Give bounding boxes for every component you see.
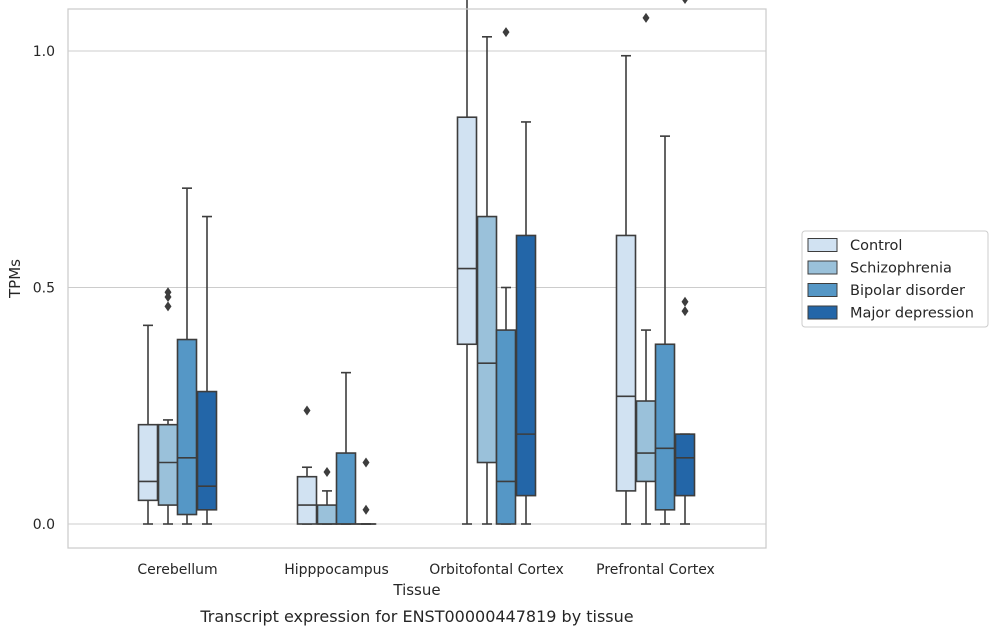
chart-caption: Transcript expression for ENST0000044781…	[199, 607, 633, 626]
box-major-depression	[674, 0, 696, 525]
outlier-point	[642, 12, 650, 23]
outlier-point	[681, 296, 689, 307]
box-iqr	[137, 423, 159, 502]
box-iqr	[176, 338, 198, 516]
box-iqr	[615, 234, 637, 492]
box-control	[615, 54, 637, 525]
x-axis-label: Tissue	[392, 581, 440, 599]
box-control	[296, 405, 318, 525]
box-bipolar-disorder	[335, 371, 357, 525]
x-tick-labels: Cerebellum Hipppocampus Orbitofontal Corte…	[137, 562, 714, 578]
box-iqr	[316, 504, 338, 525]
box-schizophrenia	[316, 466, 338, 525]
outlier-point	[164, 301, 172, 312]
box-iqr	[515, 234, 537, 497]
x-tick-label: Hipppocampus	[284, 562, 389, 578]
box-iqr	[476, 215, 498, 464]
y-tick-labels: 0.00.51.01.52.0	[33, 44, 55, 533]
box-iqr	[674, 433, 696, 497]
box-bipolar-disorder	[495, 27, 517, 525]
legend-label: Bipolar disorder	[850, 283, 965, 299]
plot-frame	[67, 8, 767, 549]
box-groups	[137, 0, 696, 525]
box-iqr	[335, 452, 357, 525]
outlier-point	[303, 405, 311, 416]
legend-swatch	[807, 238, 838, 252]
legend-label: Control	[850, 238, 902, 254]
legend-swatch	[807, 260, 838, 275]
y-tick-label: 0.0	[33, 517, 55, 533]
x-tick-label: Cerebellum	[137, 562, 217, 578]
y-tick-label: 1.0	[33, 44, 55, 60]
box-major-depression	[515, 121, 537, 525]
box-iqr	[495, 329, 517, 525]
outlier-point	[362, 504, 370, 515]
box-iqr	[456, 116, 478, 346]
box-iqr	[635, 400, 657, 483]
legend-swatch	[807, 283, 838, 297]
y-axis-label: TPMs	[6, 259, 24, 299]
box-major-depression	[355, 457, 377, 525]
box-iqr	[196, 390, 218, 511]
x-tick-label: Prefrontal Cortex	[596, 562, 715, 578]
box-iqr	[296, 475, 318, 525]
legend: Control Schizophrenia Bipolar disorder Majo…	[801, 230, 989, 328]
box-iqr	[654, 343, 676, 511]
outlier-point	[164, 287, 172, 298]
box-control	[456, 0, 478, 525]
outlier-point	[681, 306, 689, 317]
legend-swatch	[807, 305, 838, 320]
legend-frame	[801, 230, 989, 328]
outlier-point	[362, 457, 370, 468]
legend-label: Major depression	[850, 306, 974, 322]
outlier-point	[502, 27, 510, 38]
outlier-point	[682, 0, 688, 4]
outlier-point	[323, 466, 331, 477]
box-control	[137, 324, 159, 525]
box-schizophrenia	[635, 12, 657, 525]
y-tick-label: 0.5	[33, 281, 55, 297]
box-schizophrenia	[157, 287, 179, 525]
box-bipolar-disorder	[654, 135, 676, 525]
box-bipolar-disorder	[176, 187, 198, 525]
box-iqr	[157, 423, 179, 506]
box-major-depression	[196, 215, 218, 525]
legend-label: Schizophrenia	[850, 261, 952, 277]
x-tick-label: Orbitofontal Cortex	[429, 562, 564, 578]
